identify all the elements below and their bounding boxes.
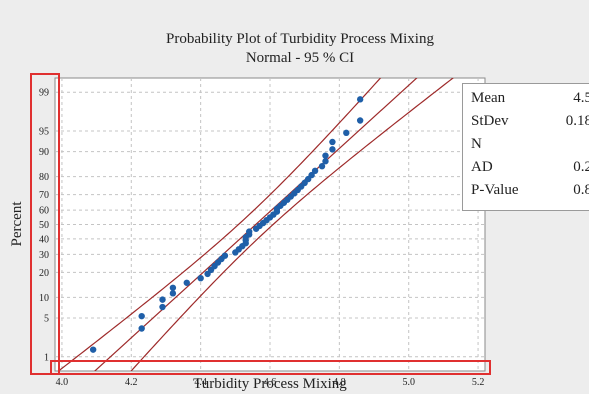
stats-key: N	[471, 136, 482, 152]
data-point	[138, 325, 145, 332]
stats-row: P-Value 0.802	[471, 182, 589, 204]
chart-title: Probability Plot of Turbidity Process Mi…	[166, 31, 434, 47]
y-tick-label: 70	[39, 190, 49, 201]
y-tick-label: 99	[39, 88, 49, 99]
data-point	[138, 312, 145, 320]
ci-lower-band	[57, 78, 382, 371]
fit-line-group	[93, 78, 418, 371]
y-tick-label: 20	[39, 268, 49, 279]
y-axis-label: Percent	[9, 201, 25, 247]
y-tick-label: 5	[44, 314, 49, 325]
x-tick-label: 4.2	[125, 377, 138, 388]
x-tick-label: 4.6	[264, 377, 277, 388]
data-point	[245, 228, 253, 235]
data-point	[169, 290, 177, 297]
data-point	[356, 117, 364, 124]
stats-key: Mean	[471, 90, 506, 106]
data-points	[89, 96, 364, 353]
y-tick-label: 95	[39, 126, 49, 137]
data-point	[322, 158, 329, 165]
y-tick-label: 50	[39, 220, 49, 231]
data-point	[329, 138, 336, 146]
y-tick-label: 80	[39, 172, 49, 183]
chart-subtitle: Normal - 95 % CI	[246, 50, 354, 66]
y-tick-labels: 1 5 10 20 30 40 50 60 70 80 90 95 99	[39, 88, 49, 364]
stats-value: 0.802	[573, 182, 589, 198]
data-point	[356, 96, 364, 103]
data-point	[311, 167, 319, 175]
stats-value: 0.1802	[565, 113, 589, 129]
y-tick-label: 60	[39, 206, 49, 217]
y-tick-label: 10	[39, 293, 49, 304]
data-point	[221, 252, 229, 259]
data-point	[343, 129, 350, 137]
data-point	[322, 152, 329, 159]
data-point	[169, 284, 177, 291]
x-axis-label: Turbidity Process Mixing	[193, 376, 347, 392]
x-tick-label: 5.2	[472, 377, 485, 388]
data-point	[308, 171, 315, 179]
data-point	[89, 346, 97, 353]
statistics-legend: Mean 4.559 StDev 0.1802 N 50 AD 0.227 P-Value 0.8…	[462, 83, 589, 211]
x-tick-label: 5.0	[402, 377, 415, 388]
y-tick-label: 1	[44, 352, 49, 363]
data-point	[197, 274, 204, 282]
stats-row: StDev 0.1802	[471, 113, 589, 135]
stats-row: N 50	[471, 136, 589, 158]
data-point	[183, 279, 190, 286]
x-tick-labels: 4.0 4.2 4.4 4.6 4.8 5.0 5.2	[56, 377, 485, 388]
stats-key: AD	[471, 159, 493, 175]
y-axis-highlight-box	[30, 73, 60, 375]
confidence-bands	[57, 78, 454, 371]
y-tick-label: 90	[39, 147, 49, 158]
data-point	[318, 163, 326, 170]
stats-value: 50	[539, 136, 589, 153]
x-tick-label: 4.0	[56, 377, 69, 388]
stats-key: P-Value	[471, 182, 519, 198]
data-point	[159, 296, 166, 303]
data-point	[329, 146, 336, 153]
ci-upper-band	[130, 78, 454, 371]
stats-value: 0.227	[573, 159, 589, 175]
stats-key: StDev	[471, 113, 509, 129]
stats-row: AD 0.227	[471, 159, 589, 181]
stats-row: Mean 4.559	[471, 90, 589, 112]
y-tick-label: 40	[39, 234, 49, 245]
data-point	[159, 303, 166, 311]
stats-value: 4.559	[573, 90, 589, 106]
x-tick-label: 4.8	[333, 377, 346, 388]
fit-line	[93, 78, 418, 371]
x-tick-label: 4.4	[194, 377, 207, 388]
y-tick-label: 30	[39, 250, 49, 261]
x-axis-highlight-box	[50, 360, 491, 375]
